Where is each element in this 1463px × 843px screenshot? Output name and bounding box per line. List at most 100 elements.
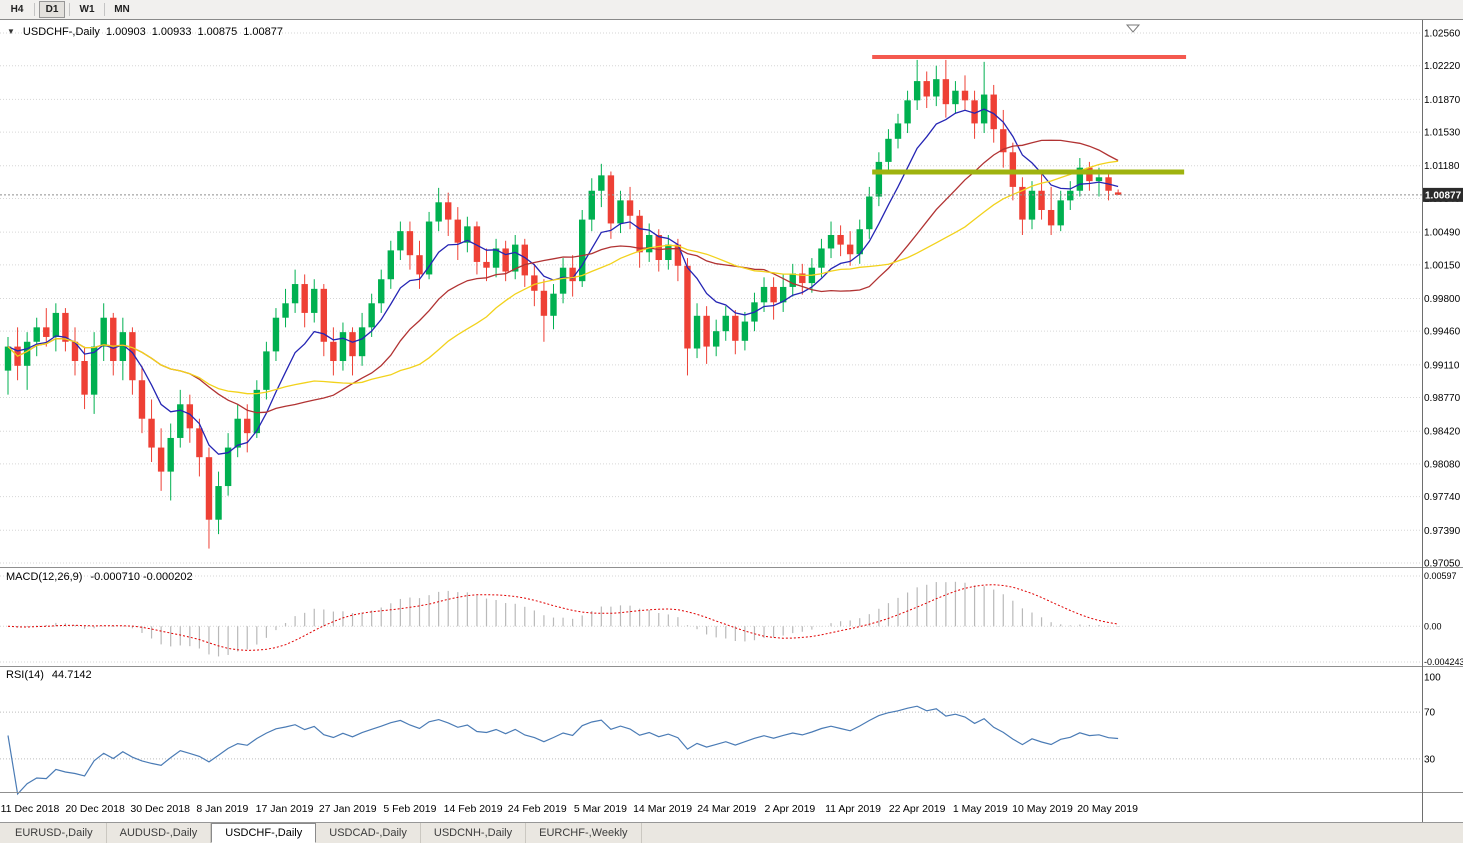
- candle-body: [425, 221, 433, 275]
- rsi-axis-label: 100: [1424, 673, 1441, 684]
- timeframe-button-mn[interactable]: MN: [109, 1, 135, 18]
- candle-body: [799, 273, 806, 284]
- candle-body: [100, 317, 107, 347]
- candle-body: [971, 100, 978, 124]
- candle-body: [330, 341, 337, 362]
- toolbar-separator: [34, 3, 35, 16]
- price-axis-label: 0.99110: [1424, 360, 1460, 371]
- date-axis-label: 30 Dec 2018: [130, 803, 190, 815]
- candle-body: [531, 275, 538, 291]
- candle-body: [177, 404, 184, 438]
- candle-body: [961, 90, 969, 101]
- chart-background: [0, 20, 1463, 822]
- macd-axis-label: 0.00597: [1424, 571, 1457, 581]
- timeframe-button-w1[interactable]: W1: [74, 1, 100, 18]
- timeframe-button-d1[interactable]: D1: [39, 1, 65, 18]
- ohlc-close-value: 1.00877: [243, 26, 283, 38]
- candle-body: [741, 321, 749, 341]
- candle-body: [62, 312, 69, 342]
- price-axis-label: 0.97740: [1424, 492, 1461, 503]
- macd-indicator-label: MACD(12,26,9) -0.000710 -0.000202: [6, 571, 193, 583]
- tab-usdchf-daily[interactable]: USDCHF-,Daily: [211, 823, 317, 843]
- rsi-axis-label: 30: [1424, 754, 1436, 765]
- date-axis-label: 10 May 2019: [1012, 803, 1073, 815]
- timeframe-button-h4[interactable]: H4: [4, 1, 30, 18]
- date-axis-label: 24 Mar 2019: [697, 803, 756, 815]
- chart-shift-marker[interactable]: [1125, 24, 1141, 33]
- candle-body: [33, 327, 40, 342]
- candle-body: [626, 200, 634, 216]
- tab-eurchf-weekly[interactable]: EURCHF-,Weekly: [526, 823, 642, 843]
- macd-signal-line: [7, 584, 1119, 651]
- date-axis-label: 20 May 2019: [1077, 803, 1138, 815]
- candle-body: [1000, 129, 1007, 153]
- candle-body: [234, 418, 241, 448]
- candle-body: [512, 244, 519, 272]
- candle-body: [645, 234, 653, 253]
- price-axis-label: 1.01180: [1424, 161, 1460, 172]
- date-axis-label: 8 Jan 2019: [196, 803, 248, 815]
- macd-name: MACD(12,26,9): [6, 571, 83, 583]
- tab-usdcad-daily[interactable]: USDCAD-,Daily: [316, 823, 421, 843]
- tab-eurusd-daily[interactable]: EURUSD-,Daily: [2, 823, 107, 843]
- candle-body: [990, 94, 997, 130]
- candle-body: [779, 286, 787, 303]
- candle-body: [559, 267, 567, 294]
- candle-body: [387, 250, 394, 280]
- candle-body: [684, 265, 691, 349]
- rsi-name: RSI(14): [6, 669, 44, 681]
- candle-body: [1114, 192, 1122, 195]
- candle-body: [933, 79, 940, 97]
- candle-body: [837, 234, 844, 245]
- date-axis-label: 24 Feb 2019: [508, 803, 567, 815]
- candle-body: [90, 346, 98, 395]
- candle-body: [473, 226, 481, 262]
- candle-body: [913, 81, 921, 101]
- tab-usdcnh-daily[interactable]: USDCNH-,Daily: [421, 823, 527, 843]
- candle-body: [674, 244, 682, 266]
- candle-body: [4, 346, 12, 371]
- candle-body: [43, 327, 50, 337]
- candle-body: [760, 286, 768, 303]
- candle-body: [1076, 167, 1084, 191]
- candle-body: [282, 303, 289, 318]
- date-axis-label: 17 Jan 2019: [256, 803, 314, 815]
- window-menu-icon[interactable]: ▼: [7, 27, 15, 36]
- tab-audusd-daily[interactable]: AUDUSD-,Daily: [107, 823, 212, 843]
- candle-body: [157, 447, 165, 472]
- last-price-tag: [1423, 187, 1463, 202]
- candle-body: [856, 229, 863, 255]
- date-axis-label: 14 Feb 2019: [444, 803, 503, 815]
- date-axis-label: 11 Apr 2019: [825, 803, 881, 815]
- candle-body: [339, 332, 347, 362]
- candle-body: [186, 404, 194, 429]
- candle-body: [215, 486, 222, 520]
- candle-body: [875, 161, 883, 197]
- date-axis-label: 22 Apr 2019: [889, 803, 946, 815]
- candle-body: [789, 273, 796, 287]
- candle-body: [540, 290, 548, 316]
- date-axis-label: 2 Apr 2019: [764, 803, 815, 815]
- rsi-indicator-label: RSI(14) 44.7142: [6, 669, 92, 681]
- candle-body: [579, 219, 586, 282]
- date-axis-label: 14 Mar 2019: [633, 803, 692, 815]
- candle-body: [23, 341, 31, 366]
- date-axis-label: 5 Mar 2019: [574, 803, 627, 815]
- candle-body: [550, 293, 557, 316]
- candle-body: [263, 351, 270, 390]
- candle-body: [952, 90, 959, 105]
- candle-body: [464, 226, 471, 243]
- chart-symbol-label: USDCHF-,Daily: [22, 26, 100, 38]
- rsi-line: [7, 705, 1119, 796]
- candle-body: [272, 317, 280, 352]
- candle-body: [52, 312, 60, 337]
- fast-ma-line: [7, 108, 1119, 455]
- price-axis-label: 0.98770: [1424, 393, 1461, 404]
- candle-body: [885, 138, 892, 162]
- candle-body: [655, 234, 662, 261]
- chart-ohlc-title: ▼ USDCHF-,Daily 1.00903 1.00933 1.00875 …: [7, 26, 283, 38]
- candle-body: [406, 231, 414, 256]
- candle-body: [1047, 209, 1055, 226]
- candle-body: [483, 261, 490, 268]
